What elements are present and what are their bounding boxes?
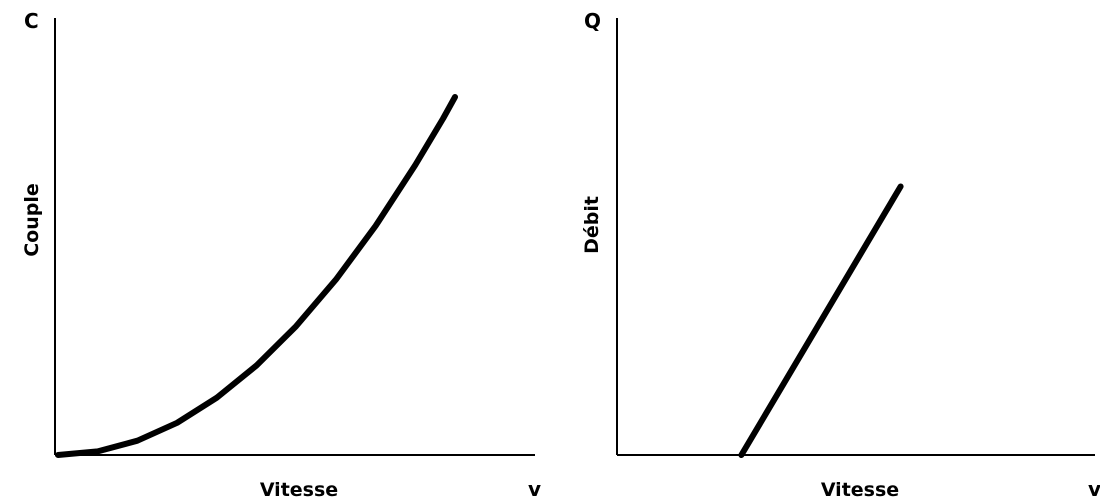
x-axis-label: Vitesse: [821, 479, 899, 501]
y-axis-label: Couple: [21, 183, 43, 257]
x-axis-symbol: v: [528, 477, 541, 501]
x-axis-label: Vitesse: [260, 479, 338, 501]
x-axis-symbol: v: [1088, 477, 1100, 501]
torque-curve: [55, 94, 458, 458]
flow-line: [738, 183, 904, 458]
y-axis-symbol: C: [24, 9, 39, 33]
y-axis-symbol: Q: [584, 9, 601, 33]
flow-speed-chart: Q v Débit Vitesse: [581, 9, 1100, 501]
y-axis-label: Débit: [581, 196, 603, 254]
torque-speed-chart: C v Couple Vitesse: [21, 9, 541, 501]
